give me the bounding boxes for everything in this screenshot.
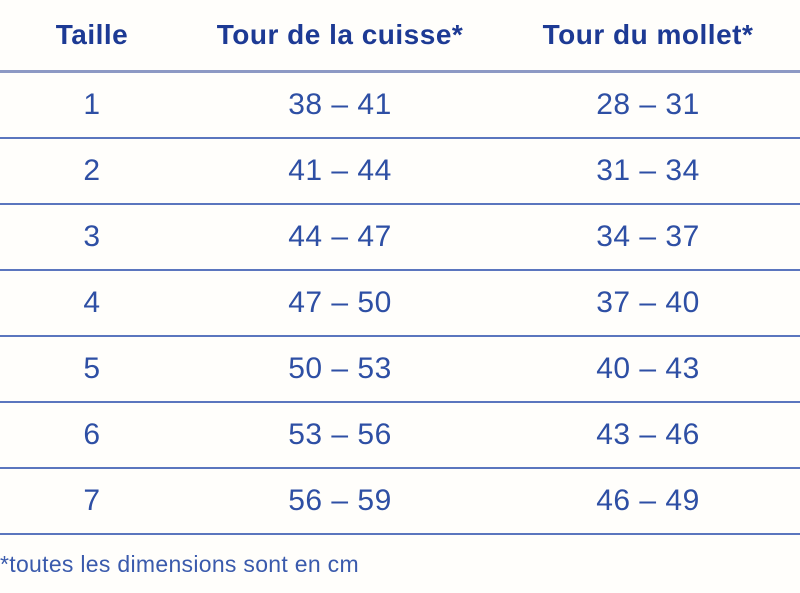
cell-tour-cuisse: 38 – 41 [288,88,392,121]
cell-taille: 3 [83,220,101,253]
cell-taille: 4 [83,286,101,319]
cell-tour-mollet: 43 – 46 [596,418,700,451]
cell-tour-cuisse: 50 – 53 [288,352,392,385]
size-table: Taille Tour de la cuisse* Tour du mollet… [0,0,800,535]
cell-tour-mollet: 34 – 37 [596,220,700,253]
column-header-taille: Taille [55,19,129,50]
table-header-row: Taille Tour de la cuisse* Tour du mollet… [0,0,800,73]
table-row: 6 53 – 56 43 – 46 [0,403,800,469]
cell-tour-cuisse: 44 – 47 [288,220,392,253]
table-footnote: *toutes les dimensions sont en cm [0,551,359,577]
column-header-tour-mollet: Tour du mollet* [542,19,754,50]
table-row: 2 41 – 44 31 – 34 [0,139,800,205]
cell-tour-cuisse: 53 – 56 [288,418,392,451]
cell-taille: 2 [83,154,101,187]
cell-taille: 7 [83,484,101,517]
cell-tour-mollet: 37 – 40 [596,286,700,319]
column-header-tour-cuisse: Tour de la cuisse* [216,19,464,50]
cell-tour-mollet: 40 – 43 [596,352,700,385]
cell-tour-cuisse: 56 – 59 [288,484,392,517]
table-row: 7 56 – 59 46 – 49 [0,469,800,535]
cell-tour-mollet: 31 – 34 [596,154,700,187]
table-row: 3 44 – 47 34 – 37 [0,205,800,271]
table-row: 4 47 – 50 37 – 40 [0,271,800,337]
table-row: 1 38 – 41 28 – 31 [0,73,800,139]
table-row: 5 50 – 53 40 – 43 [0,337,800,403]
cell-tour-cuisse: 47 – 50 [288,286,392,319]
cell-tour-mollet: 28 – 31 [596,88,700,121]
cell-taille: 1 [83,88,101,121]
cell-taille: 6 [83,418,101,451]
cell-taille: 5 [83,352,101,385]
cell-tour-mollet: 46 – 49 [596,484,700,517]
cell-tour-cuisse: 41 – 44 [288,154,392,187]
